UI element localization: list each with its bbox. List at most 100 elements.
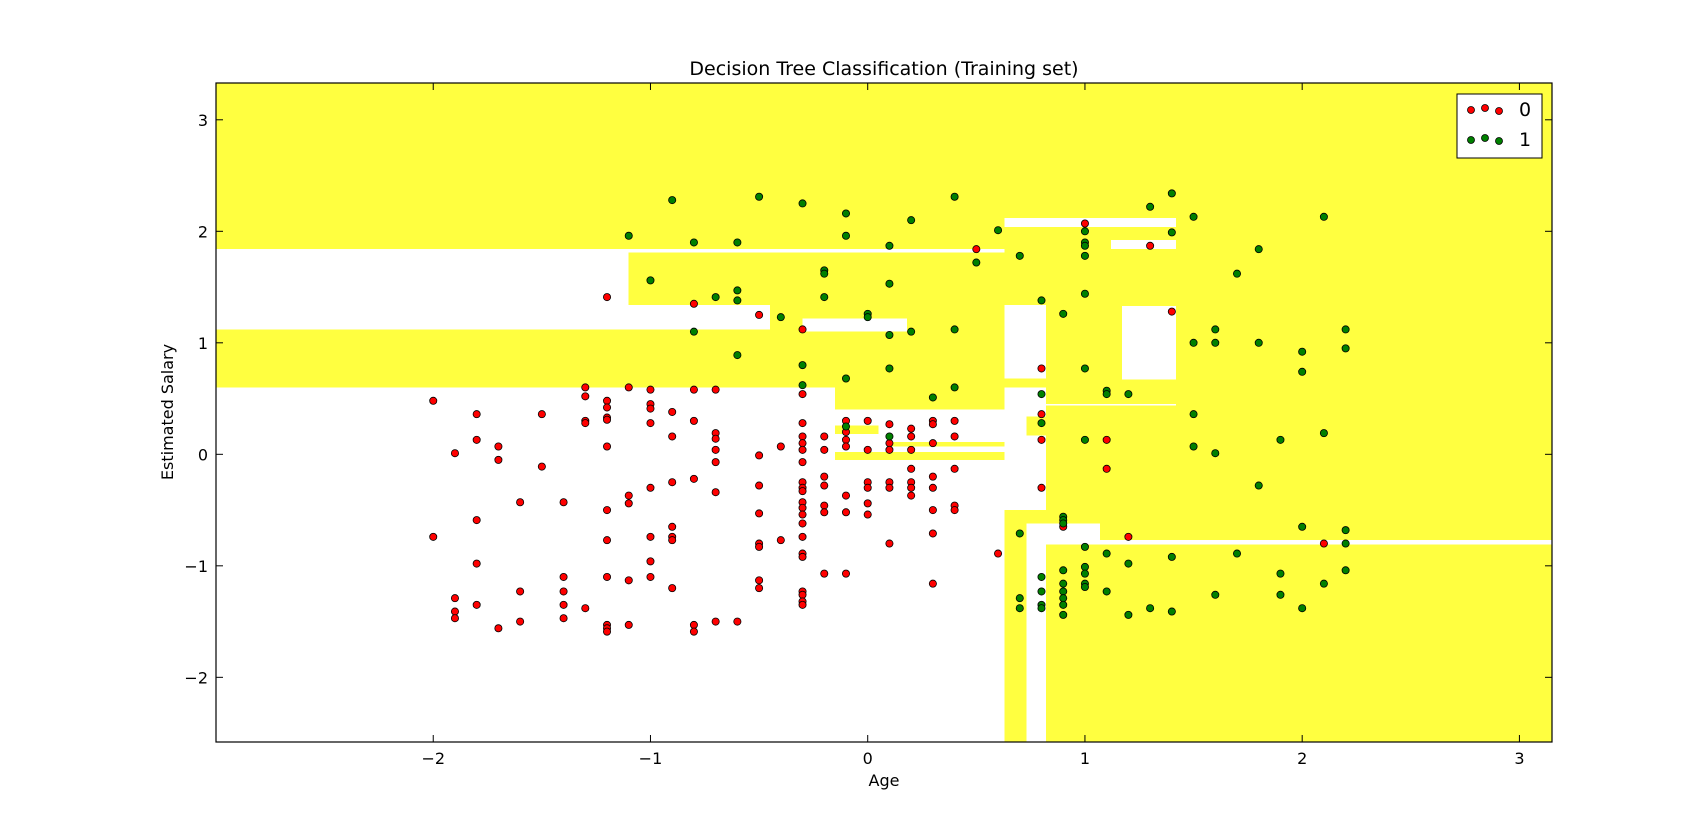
point-class-1 bbox=[1254, 481, 1263, 490]
class-1-region bbox=[216, 83, 1552, 250]
point-class-0 bbox=[516, 587, 525, 596]
point-class-1 bbox=[1059, 610, 1068, 619]
point-class-1 bbox=[841, 422, 850, 431]
point-class-0 bbox=[711, 385, 720, 394]
point-class-1 bbox=[1211, 590, 1220, 599]
point-class-0 bbox=[820, 432, 829, 441]
class-0-region bbox=[878, 425, 1005, 443]
point-class-1 bbox=[950, 325, 959, 334]
point-class-1 bbox=[1341, 539, 1350, 548]
point-class-0 bbox=[907, 464, 916, 473]
point-class-1 bbox=[863, 313, 872, 322]
x-tick-label: 1 bbox=[1080, 749, 1090, 768]
y-tick-label: 1 bbox=[198, 334, 208, 353]
point-class-0 bbox=[798, 600, 807, 609]
point-class-0 bbox=[603, 396, 612, 405]
point-class-1 bbox=[1341, 526, 1350, 535]
class-1-region bbox=[1045, 304, 1552, 405]
point-class-0 bbox=[972, 245, 981, 254]
point-class-0 bbox=[668, 478, 677, 487]
point-class-0 bbox=[863, 510, 872, 519]
point-class-0 bbox=[798, 439, 807, 448]
point-class-0 bbox=[885, 539, 894, 548]
point-class-0 bbox=[581, 383, 590, 392]
point-class-1 bbox=[1037, 572, 1046, 581]
point-class-0 bbox=[841, 508, 850, 517]
point-class-0 bbox=[798, 390, 807, 399]
point-class-1 bbox=[1124, 610, 1133, 619]
class-1-region bbox=[1176, 534, 1552, 541]
point-class-0 bbox=[603, 403, 612, 412]
point-class-0 bbox=[1037, 364, 1046, 373]
point-class-1 bbox=[1080, 251, 1089, 260]
point-class-0 bbox=[472, 559, 481, 568]
point-class-0 bbox=[689, 416, 698, 425]
point-class-0 bbox=[798, 419, 807, 428]
point-class-0 bbox=[624, 383, 633, 392]
point-class-0 bbox=[907, 491, 916, 500]
point-class-0 bbox=[624, 576, 633, 585]
point-class-0 bbox=[689, 474, 698, 483]
point-class-1 bbox=[1037, 390, 1046, 399]
point-class-1 bbox=[1211, 338, 1220, 347]
point-class-0 bbox=[950, 506, 959, 515]
point-class-0 bbox=[798, 510, 807, 519]
point-class-1 bbox=[994, 226, 1003, 235]
class-1-region bbox=[835, 452, 1005, 460]
point-class-0 bbox=[603, 506, 612, 515]
point-class-1 bbox=[1276, 590, 1285, 599]
legend-label-1: 1 bbox=[1519, 129, 1531, 151]
class-0-region bbox=[1026, 608, 1046, 742]
point-class-1 bbox=[1211, 325, 1220, 334]
point-class-0 bbox=[907, 483, 916, 492]
point-class-0 bbox=[646, 572, 655, 581]
point-class-1 bbox=[1146, 202, 1155, 211]
point-class-1 bbox=[733, 286, 742, 295]
y-axis-label: Estimated Salary bbox=[158, 344, 177, 480]
point-class-0 bbox=[1146, 241, 1155, 250]
point-class-0 bbox=[798, 487, 807, 496]
point-class-1 bbox=[1080, 569, 1089, 578]
point-class-0 bbox=[863, 445, 872, 454]
point-class-0 bbox=[928, 506, 937, 515]
point-class-1 bbox=[1276, 435, 1285, 444]
point-class-0 bbox=[820, 445, 829, 454]
point-class-1 bbox=[885, 279, 894, 288]
point-class-1 bbox=[798, 361, 807, 370]
scatter-points bbox=[429, 189, 1350, 636]
point-class-1 bbox=[907, 327, 916, 336]
point-class-0 bbox=[1167, 307, 1176, 316]
legend-marker-0 bbox=[1467, 104, 1503, 115]
point-class-1 bbox=[624, 231, 633, 240]
point-class-0 bbox=[950, 432, 959, 441]
point-class-1 bbox=[1037, 419, 1046, 428]
point-class-1 bbox=[1167, 189, 1176, 198]
point-class-0 bbox=[581, 392, 590, 401]
point-class-0 bbox=[429, 396, 438, 405]
point-class-0 bbox=[863, 499, 872, 508]
point-class-0 bbox=[994, 549, 1003, 558]
point-class-1 bbox=[1102, 549, 1111, 558]
point-class-1 bbox=[1319, 579, 1328, 588]
point-class-0 bbox=[820, 481, 829, 490]
point-class-1 bbox=[1211, 449, 1220, 458]
point-class-1 bbox=[1015, 251, 1024, 260]
point-class-1 bbox=[798, 381, 807, 390]
point-class-1 bbox=[950, 192, 959, 201]
point-class-0 bbox=[1037, 410, 1046, 419]
point-class-1 bbox=[1102, 390, 1111, 399]
point-class-0 bbox=[537, 410, 546, 419]
point-class-0 bbox=[646, 483, 655, 492]
x-axis-label: Age bbox=[869, 771, 900, 790]
point-class-1 bbox=[733, 296, 742, 305]
point-class-0 bbox=[733, 617, 742, 626]
point-class-0 bbox=[624, 491, 633, 500]
point-class-0 bbox=[885, 439, 894, 448]
point-class-0 bbox=[755, 451, 764, 460]
point-class-1 bbox=[885, 331, 894, 340]
class-0-region bbox=[1111, 240, 1177, 250]
point-class-0 bbox=[603, 293, 612, 302]
point-class-0 bbox=[472, 600, 481, 609]
class-1-region bbox=[835, 425, 879, 435]
chart-title: Decision Tree Classification (Training s… bbox=[689, 58, 1078, 80]
